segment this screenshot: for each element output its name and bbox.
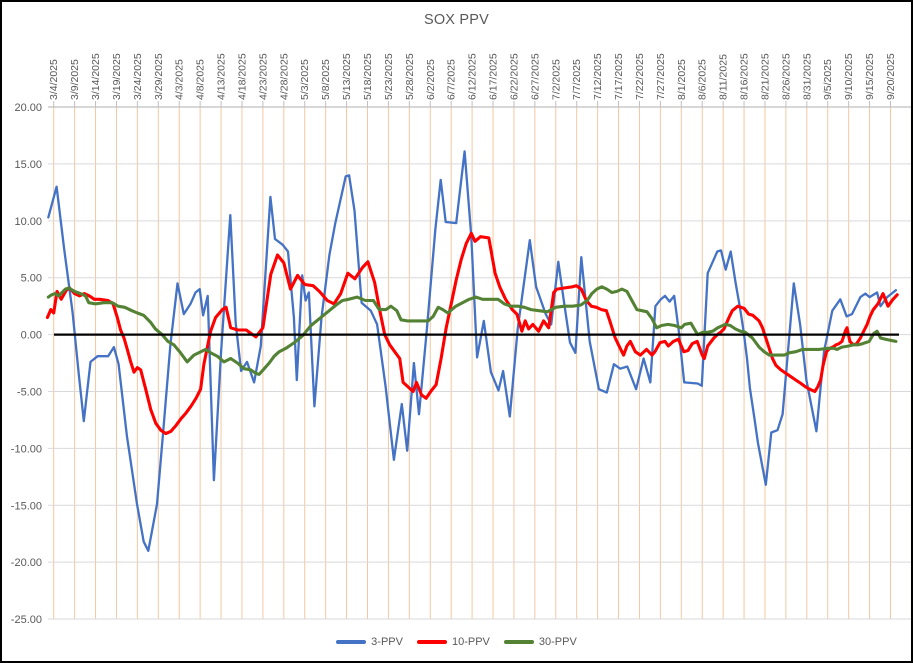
x-axis-label: 3/29/2025 xyxy=(153,53,165,100)
y-axis-label: -15.00 xyxy=(11,500,42,512)
legend-label: 30-PPV xyxy=(538,636,577,648)
y-axis-label: 0.00 xyxy=(21,330,42,342)
x-axis-label: 4/18/2025 xyxy=(236,53,248,100)
x-axis-label: 3/19/2025 xyxy=(111,53,123,100)
x-axis-label: 5/28/2025 xyxy=(404,53,416,100)
y-axis-label: 10.00 xyxy=(14,216,42,228)
x-axis-label: 6/7/2025 xyxy=(446,59,458,100)
x-axis-label: 4/28/2025 xyxy=(278,53,290,100)
y-axis-label: -25.00 xyxy=(11,614,42,626)
x-axis-label: 6/22/2025 xyxy=(508,53,520,100)
x-axis-label: 4/3/2025 xyxy=(174,59,186,100)
series-line-10-PPV xyxy=(45,231,899,436)
x-axis-label: 9/10/2025 xyxy=(843,53,855,100)
legend-swatch-30-PPV xyxy=(503,640,534,644)
y-axis-label: 15.00 xyxy=(14,159,42,171)
x-axis-label: 6/17/2025 xyxy=(488,53,500,100)
x-axis-label: 9/20/2025 xyxy=(885,53,897,100)
x-axis-label: 8/1/2025 xyxy=(676,59,688,100)
x-axis-label: 6/12/2025 xyxy=(467,53,479,100)
y-axis-label: -5.00 xyxy=(17,386,42,398)
x-axis-label: 3/4/2025 xyxy=(48,59,60,100)
y-axis-label: 20.00 xyxy=(14,102,42,114)
x-axis-label: 3/9/2025 xyxy=(69,59,81,100)
series-line-30-PPV xyxy=(46,285,898,376)
x-axis-label: 8/11/2025 xyxy=(718,54,730,100)
x-axis-label: 9/15/2025 xyxy=(864,53,876,100)
x-axis-label: 7/7/2025 xyxy=(571,59,583,100)
x-axis-label: 5/13/2025 xyxy=(341,53,353,100)
x-axis-label: 8/26/2025 xyxy=(780,53,792,100)
legend-label: 3-PPV xyxy=(371,636,403,648)
x-axis-label: 8/6/2025 xyxy=(697,59,709,100)
x-axis-label: 4/13/2025 xyxy=(216,53,228,100)
x-axis-label: 7/17/2025 xyxy=(613,53,625,100)
x-axis-label: 7/27/2025 xyxy=(655,53,667,100)
x-axis-label: 3/14/2025 xyxy=(90,53,102,100)
legend: 3-PPV 10-PPV 30-PPV xyxy=(2,636,911,648)
legend-item-10-PPV[interactable]: 10-PPV xyxy=(416,636,490,648)
x-axis-label: 3/24/2025 xyxy=(132,53,144,100)
legend-label: 10-PPV xyxy=(451,636,490,648)
x-axis-label: 5/8/2025 xyxy=(320,59,332,100)
x-axis-label: 8/21/2025 xyxy=(759,53,771,100)
x-axis-label: 7/22/2025 xyxy=(634,53,646,100)
y-axis-label: -10.00 xyxy=(11,443,42,455)
x-axis-label: 8/16/2025 xyxy=(739,53,751,100)
x-axis-label: 7/12/2025 xyxy=(592,53,604,100)
x-axis-label: 4/23/2025 xyxy=(257,53,269,100)
x-axis-label: 5/23/2025 xyxy=(383,53,395,100)
chart-title: SOX PPV xyxy=(423,12,490,28)
x-axis-label: 5/18/2025 xyxy=(362,53,374,100)
x-axis-label: 6/2/2025 xyxy=(425,59,437,100)
series-line-3-PPV xyxy=(47,150,898,552)
legend-swatch-3-PPV xyxy=(336,640,367,644)
x-axis-label: 6/27/2025 xyxy=(529,53,541,100)
x-axis-label: 4/8/2025 xyxy=(195,59,207,100)
x-axis-label: 7/2/2025 xyxy=(550,59,562,100)
x-axis-label: 5/3/2025 xyxy=(299,59,311,100)
legend-swatch-10-PPV xyxy=(416,640,447,644)
y-axis-label: -20.00 xyxy=(11,557,42,569)
legend-item-30-PPV[interactable]: 30-PPV xyxy=(503,636,577,648)
x-axis-label: 8/31/2025 xyxy=(801,53,813,100)
y-axis-label: 5.00 xyxy=(21,273,42,285)
x-axis-label: 9/5/2025 xyxy=(822,59,834,100)
legend-item-3-PPV[interactable]: 3-PPV xyxy=(336,636,403,648)
